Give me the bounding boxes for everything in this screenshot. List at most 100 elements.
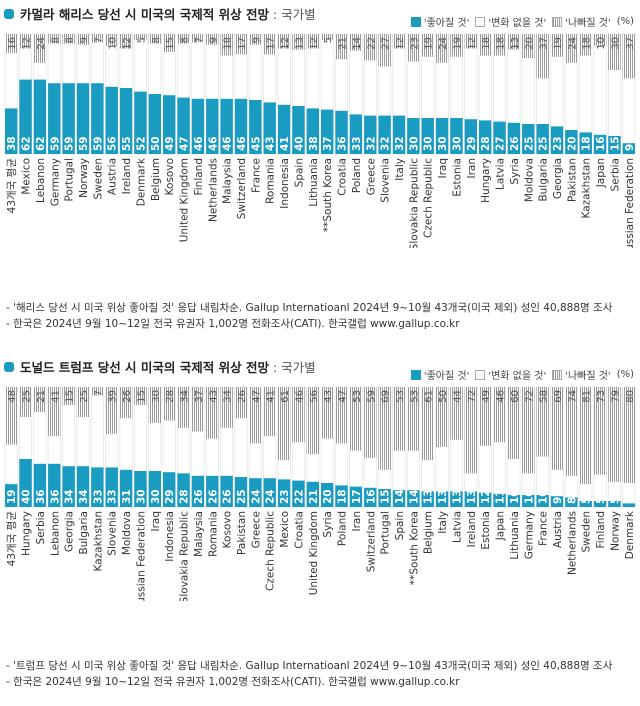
worse-value-label: 24 [567, 37, 578, 50]
bar-worse [378, 34, 391, 67]
bar-worse [76, 34, 90, 45]
category-label: Ireland [121, 158, 133, 194]
bar-value-label: 38 [308, 136, 320, 151]
bar-worse [565, 387, 578, 476]
worse-value-label: 37 [625, 37, 636, 50]
worse-value-label: 18 [223, 37, 234, 50]
worse-value-label: 8 [50, 37, 61, 43]
category-label: Denmark [135, 157, 147, 206]
worse-value-label: 15 [136, 390, 147, 403]
category-label: Lithuania [509, 511, 521, 560]
bar-group [248, 33, 262, 155]
bar-group [119, 386, 133, 508]
category-label: Syria [322, 511, 334, 538]
bar-value-label: 46 [222, 136, 234, 151]
bar-value-label: 49 [164, 136, 176, 151]
worse-value-label: 7 [194, 37, 205, 43]
worse-value-label: 24 [438, 37, 449, 50]
bar-worse [148, 387, 161, 423]
bar-worse [220, 387, 233, 428]
category-label: Malaysia [222, 158, 234, 204]
worse-value-label: 72 [467, 390, 478, 403]
category-label: Finland [595, 511, 607, 549]
bar-group [191, 33, 205, 155]
bar-better [321, 483, 334, 507]
legend-item-same: '변화 없을 것' [475, 14, 546, 29]
bar-value-label: 15 [609, 136, 621, 151]
bar-group [622, 33, 636, 155]
bar-better [292, 106, 305, 154]
bar-value-label: 30 [150, 489, 162, 504]
bar-group [564, 386, 578, 508]
worse-value-label: 9 [208, 37, 219, 43]
bar-group [536, 386, 550, 508]
category-label: Greece [365, 158, 377, 195]
worse-value-label: 80 [625, 390, 636, 403]
worse-value-label: 28 [165, 390, 176, 403]
bar-better [134, 471, 147, 507]
category-label: Bulgaria [78, 511, 90, 555]
bar-better [5, 108, 18, 154]
bar-better [349, 486, 363, 507]
chart-notes: - '트럼프 당선 시 미국 위상 좋아질 것' 응답 내림차순. Gallup… [6, 658, 612, 690]
bar-better [263, 478, 276, 507]
bar-worse [263, 34, 276, 55]
bar-better [421, 118, 434, 154]
category-label: Kosovo [222, 511, 234, 548]
worse-value-label: 47 [251, 390, 262, 403]
worse-value-label: 24 [36, 37, 47, 50]
bar-better [206, 475, 219, 507]
bar-better [119, 88, 133, 154]
bar-group [205, 33, 219, 155]
trump-chart-panel: 도널드 트럼프 당선 시 미국의 국제적 위상 전망 : 국가별 '좋아질 것'… [0, 353, 640, 706]
legend-item-worse: '나빠질 것' [552, 14, 611, 29]
bar-better [19, 459, 32, 507]
bar-worse [392, 387, 406, 451]
bar-value-label: 26 [193, 489, 205, 504]
bar-better [48, 83, 61, 154]
bar-value-label: 27 [495, 136, 507, 151]
bar-value-label: 9 [552, 497, 564, 504]
same-swatch-icon [475, 16, 486, 27]
bar-better [522, 495, 535, 507]
bar-value-label: 26 [222, 489, 234, 504]
bar-worse [392, 34, 406, 49]
category-label: Lithuania [308, 158, 320, 207]
bar-worse [105, 387, 118, 434]
worse-value-label: 56 [309, 390, 320, 403]
worse-value-label: 7 [93, 37, 104, 43]
worse-swatch-icon [552, 16, 563, 27]
bar-group [19, 33, 32, 155]
bar-group [220, 33, 234, 155]
bar-value-label: 32 [380, 136, 392, 151]
bar-better [364, 487, 377, 507]
category-label: Iraq [150, 511, 162, 532]
category-label: Latvia [451, 511, 463, 543]
category-label: Kazakhstan [581, 158, 593, 219]
worse-value-label: 21 [338, 37, 349, 50]
bar-group [493, 386, 506, 508]
bar-value-label: 16 [365, 489, 377, 504]
bar-better [163, 95, 176, 154]
bar-value-label: 28 [480, 136, 492, 151]
legend: '좋아질 것' '변화 없을 것' '나빠질 것' (%) [410, 14, 634, 29]
bar-better [76, 466, 90, 507]
worse-value-label: 46 [294, 390, 305, 403]
bar-worse [364, 387, 377, 458]
bar-group [579, 33, 593, 155]
bar-better [493, 121, 506, 154]
category-label: Sweden [92, 158, 104, 200]
worse-value-label: 53 [409, 390, 420, 403]
bar-better [119, 469, 133, 507]
bar-value-label: 13 [451, 489, 463, 504]
worse-swatch-icon [552, 369, 563, 380]
bar-value-label: 5 [609, 497, 621, 504]
worse-value-label: 44 [452, 390, 463, 403]
note-line: - '해리스 당선 시 미국 위상 좋아질 것' 응답 내림차순. Gallup… [6, 302, 613, 314]
bar-better [608, 136, 621, 154]
bar-value-label: 26 [509, 136, 521, 151]
bar-group [177, 386, 190, 508]
bar-worse [119, 34, 133, 49]
bar-worse [421, 34, 434, 57]
